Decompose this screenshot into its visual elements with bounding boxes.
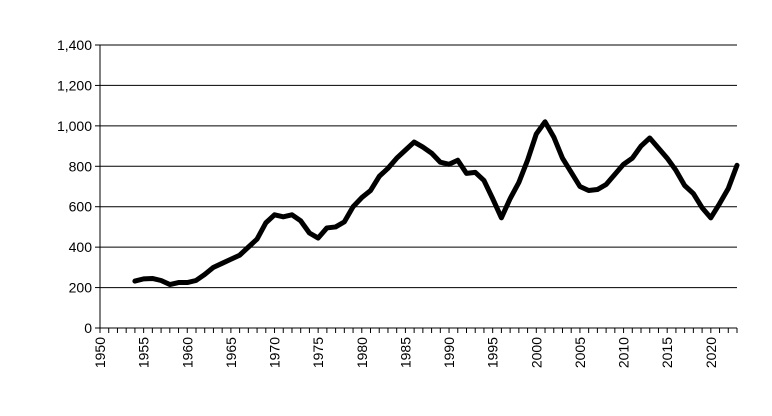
y-tick-label: 0 bbox=[84, 320, 92, 336]
x-tick-label: 1980 bbox=[354, 337, 370, 368]
y-tick-label: 600 bbox=[69, 199, 93, 215]
axes bbox=[95, 44, 738, 333]
x-tick-label: 2005 bbox=[572, 337, 588, 368]
x-tick-label: 2000 bbox=[528, 337, 544, 368]
x-tick-label: 1975 bbox=[310, 337, 326, 368]
y-tick-label: 1,000 bbox=[57, 118, 92, 134]
x-tick-labels: 1950 1955 1960 1965 1970 1975 1980 1985 1990 1995… bbox=[92, 337, 719, 368]
x-tick-label: 2010 bbox=[616, 337, 632, 368]
x-tick-label: 1965 bbox=[223, 337, 239, 368]
y-tick-label: 200 bbox=[69, 280, 93, 296]
x-tick-label: 1955 bbox=[136, 337, 152, 368]
y-tick-label: 1,400 bbox=[57, 37, 92, 53]
x-tick-label: 1970 bbox=[267, 337, 283, 368]
y-tick-labels: 0 200 400 600 800 1,000 1,200 1,400 bbox=[57, 37, 92, 336]
gridlines bbox=[100, 44, 737, 289]
series-line bbox=[132, 119, 740, 288]
y-tick-label: 400 bbox=[69, 239, 93, 255]
y-tick-label: 1,200 bbox=[57, 77, 92, 93]
y-tick-label: 800 bbox=[69, 158, 93, 174]
x-tick-label: 2020 bbox=[703, 337, 719, 368]
x-tick-label: 2015 bbox=[659, 337, 675, 368]
x-tick-label: 1995 bbox=[485, 337, 501, 368]
x-tick-label: 1990 bbox=[441, 337, 457, 368]
series-layer bbox=[132, 119, 740, 288]
x-tick-label: 1960 bbox=[179, 337, 195, 368]
x-tick-label: 1985 bbox=[397, 337, 413, 368]
x-tick-label: 1950 bbox=[92, 337, 108, 368]
